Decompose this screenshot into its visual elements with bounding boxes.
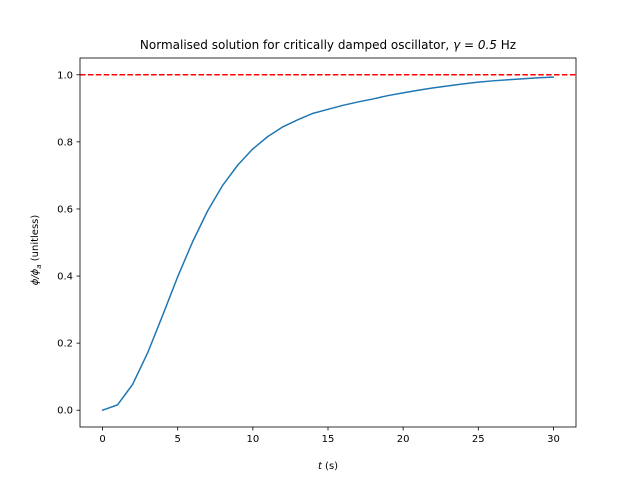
y-axis-sub: a [35,264,43,268]
x-tick-label: 30 [547,434,560,445]
title-text: Normalised solution for critically dampe… [140,38,453,52]
x-axis-var: t [318,461,323,472]
y-tick-label: 0.8 [57,137,73,148]
x-axis-label: t (s) [318,461,338,472]
x-tick-label: 0 [99,434,105,445]
chart-title: Normalised solution for critically dampe… [140,38,516,52]
y-tick-label: 0.6 [57,204,73,215]
y-tick-label: 1.0 [57,70,73,81]
y-axis-num: ϕ/ϕ [30,268,41,285]
x-tick-label: 25 [472,434,485,445]
x-tick-label: 20 [397,434,410,445]
y-tick-label: 0.4 [57,272,73,283]
y-axis-unit: (unitless) [30,215,41,265]
title-unit: Hz [497,38,516,52]
x-axis-unit: (s) [322,461,338,472]
x-tick-label: 5 [175,434,181,445]
y-tick-label: 0.2 [57,339,73,350]
x-tick-label: 10 [246,434,259,445]
y-tick-label: 0.0 [57,406,73,417]
y-axis-label: ϕ/ϕa (unitless) [30,215,43,286]
series-line-1 [101,76,555,411]
title-math: γ = 0.5 [453,38,497,52]
plot-area: 0 5 10 15 20 25 30 0.0 0.2 0.4 0.6 0.8 1.0 [57,57,577,445]
x-tick-label: 15 [322,434,335,445]
